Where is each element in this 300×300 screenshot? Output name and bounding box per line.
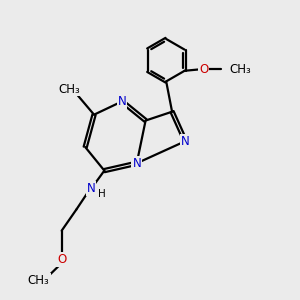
Text: N: N bbox=[118, 95, 126, 108]
Text: CH₃: CH₃ bbox=[58, 82, 80, 95]
Text: H: H bbox=[98, 189, 106, 199]
Text: N: N bbox=[181, 135, 190, 148]
Text: N: N bbox=[87, 182, 95, 195]
Text: O: O bbox=[57, 253, 66, 266]
Text: O: O bbox=[199, 63, 208, 76]
Text: CH₃: CH₃ bbox=[230, 63, 251, 76]
Text: CH₃: CH₃ bbox=[28, 274, 50, 287]
Text: N: N bbox=[132, 157, 141, 170]
